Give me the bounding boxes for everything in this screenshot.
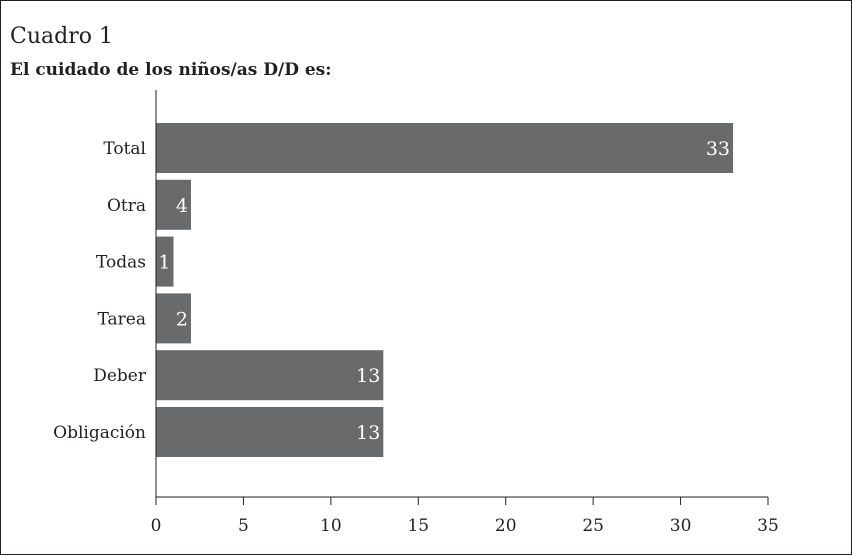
bar-value-label: 13 (356, 365, 380, 387)
category-label: Tarea (98, 309, 146, 329)
x-tick-label: 30 (670, 516, 692, 536)
x-tick-label: 20 (495, 516, 517, 536)
chart-title: Cuadro 1 (10, 24, 113, 49)
bar-total (156, 123, 734, 173)
bar-tarea (156, 293, 191, 344)
category-label: Total (103, 139, 146, 159)
x-tick-label: 15 (407, 516, 429, 536)
bar-value-label: 2 (176, 308, 188, 330)
category-label: Obligación (53, 423, 146, 443)
category-label: Otra (107, 196, 146, 216)
category-label: Todas (96, 253, 146, 273)
x-tick-label: 0 (151, 516, 162, 536)
x-tick-label: 5 (238, 516, 249, 536)
chart-subtitle: El cuidado de los niños/as D/D es: (10, 60, 332, 80)
bar-value-label: 4 (176, 195, 188, 217)
x-tick-label: 35 (757, 516, 779, 536)
axis-layer: 0 5 10 15 20 25 30 35 (151, 90, 779, 536)
category-label: Deber (93, 366, 147, 386)
bar-deber (156, 350, 384, 401)
bar-otra (156, 179, 191, 230)
bar-obligacion (156, 407, 384, 457)
bar-value-label: 1 (158, 252, 170, 274)
bar-todas (156, 236, 174, 287)
bar-value-label: 13 (356, 422, 380, 444)
bar-value-label: 33 (706, 138, 730, 160)
x-tick-label: 10 (320, 516, 342, 536)
x-tick-label: 25 (582, 516, 604, 536)
bars-layer: Total 33 Otra 4 Todas 1 Tarea 2 Deber 13 Obligació… (53, 123, 734, 457)
